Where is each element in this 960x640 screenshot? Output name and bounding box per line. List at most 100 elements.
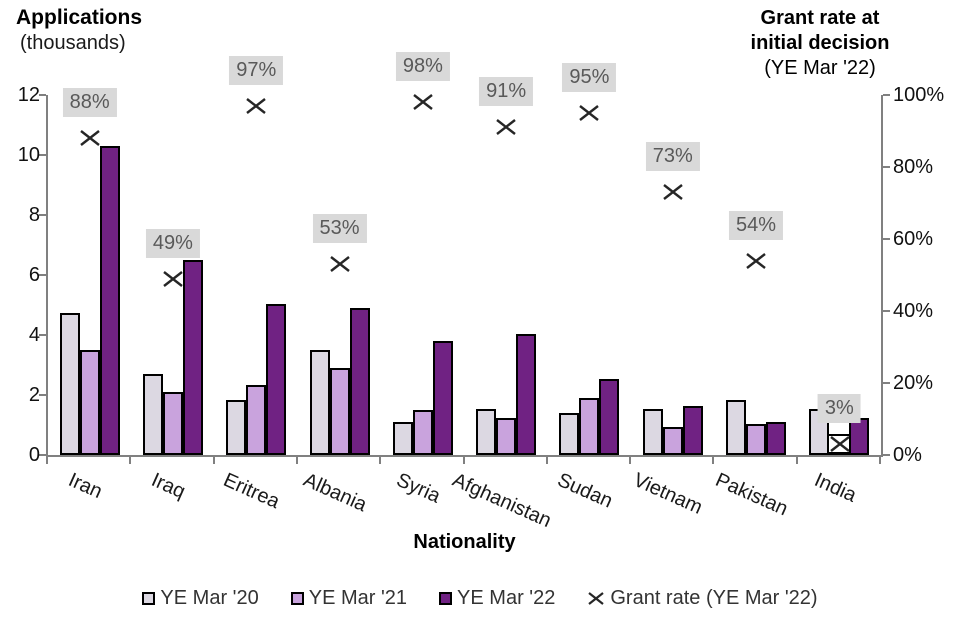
- grant-rate-label: 54%: [729, 210, 784, 240]
- y-axis-tick: [39, 214, 46, 216]
- x-axis-category-label: Vietnam: [630, 469, 707, 519]
- grant-rate-label: 95%: [562, 63, 617, 92]
- x-axis-category-label: Pakistan: [711, 469, 791, 521]
- bar-ye-mar-22: [99, 146, 120, 455]
- legend-item: YE Mar '21: [290, 587, 408, 610]
- x-axis-category-label: Albania: [299, 469, 370, 517]
- bar-ye-mar-21: [579, 398, 600, 455]
- bar-ye-mar-22: [516, 333, 537, 455]
- y-axis-tick: [39, 94, 46, 96]
- x-axis-tick: [795, 457, 798, 464]
- bar-ye-mar-21: [412, 410, 433, 455]
- x-axis-tick: [46, 457, 48, 464]
- bar-ye-mar-21: [246, 384, 267, 455]
- bar-ye-mar-21: [79, 350, 100, 455]
- secondary-y-axis-tick: [883, 454, 890, 456]
- bar-ye-mar-22: [182, 260, 203, 455]
- legend-label: YE Mar '20: [160, 587, 259, 609]
- right-axis-title-line3: (YE Mar '22): [764, 57, 876, 79]
- bar-ye-mar-22: [349, 308, 370, 455]
- bar-ye-mar-22: [766, 422, 787, 455]
- secondary-y-axis-tick-label: 60%: [893, 228, 934, 250]
- y-axis-tick-label: 10: [17, 144, 40, 166]
- x-marker-glyph: [588, 592, 605, 605]
- legend-item-grant-rate: Grant rate (YE Mar '22): [587, 587, 818, 610]
- bar-ye-mar-21: [162, 392, 183, 455]
- y-axis-tick-label: 6: [28, 264, 40, 286]
- left-axis-line: [46, 95, 48, 457]
- legend-item: YE Mar '22: [439, 587, 555, 610]
- grant-rate-marker: [827, 434, 852, 455]
- right-axis-title: Grant rate at initial decision (YE Mar '…: [700, 6, 940, 81]
- bar-ye-mar-20: [309, 350, 330, 455]
- grant-rate-marker: [78, 128, 102, 148]
- right-axis-line: [881, 95, 883, 457]
- bar-ye-mar-22: [432, 341, 453, 455]
- bar-ye-mar-21: [329, 368, 350, 455]
- grant-rate-label: 49%: [145, 228, 200, 258]
- left-axis-subtitle: (thousands): [20, 32, 126, 54]
- y-axis-tick: [39, 274, 46, 276]
- x-marker-glyph: [329, 256, 350, 273]
- x-axis-category-label: Iran: [65, 469, 106, 504]
- secondary-y-axis-tick-label: 20%: [893, 372, 934, 394]
- grant-rate-label: 53%: [312, 214, 367, 244]
- secondary-y-axis-tick-label: 40%: [893, 300, 934, 322]
- y-axis-tick: [39, 394, 46, 396]
- secondary-y-axis-tick: [883, 382, 890, 384]
- x-axis-tick: [879, 457, 881, 464]
- x-axis-tick: [212, 457, 215, 464]
- x-axis-category-label: Sudan: [554, 469, 616, 513]
- x-axis-category-label: Afghanistan: [448, 469, 555, 533]
- x-axis-tick: [462, 457, 465, 464]
- legend-label: YE Mar '22: [457, 587, 556, 609]
- secondary-y-axis-tick: [883, 310, 890, 312]
- x-marker-glyph: [413, 94, 433, 111]
- bar-ye-mar-21: [496, 417, 517, 455]
- legend-swatch: [290, 592, 304, 605]
- grant-rate-marker: [494, 117, 518, 137]
- bar-ye-mar-21: [746, 423, 767, 455]
- x-marker-glyph: [663, 184, 683, 201]
- bar-ye-mar-22: [682, 405, 703, 455]
- x-axis-category-label: India: [810, 469, 860, 507]
- x-axis-tick: [545, 457, 548, 464]
- grant-rate-label: 73%: [645, 142, 700, 172]
- x-axis-tick: [712, 457, 715, 464]
- y-axis-tick: [39, 454, 46, 456]
- x-axis-title: Nationality: [413, 531, 516, 553]
- legend-label: YE Mar '21: [308, 587, 408, 609]
- x-marker-glyph: [830, 436, 850, 453]
- bar-ye-mar-20: [559, 413, 580, 455]
- bar-ye-mar-20: [726, 399, 747, 455]
- bar-ye-mar-20: [59, 312, 80, 455]
- grant-rate-label: 3%: [817, 394, 861, 424]
- right-axis-title-line1: Grant rate at: [760, 7, 880, 29]
- grant-rate-marker: [744, 251, 768, 271]
- bar-ye-mar-20: [392, 422, 413, 455]
- secondary-y-axis-tick-label: 100%: [893, 84, 945, 106]
- x-marker-glyph: [496, 119, 516, 136]
- x-marker-glyph: [163, 270, 183, 287]
- x-axis-tick: [295, 457, 298, 464]
- y-axis-tick: [39, 334, 46, 336]
- grant-rate-label: 88%: [62, 88, 117, 118]
- right-axis-title-line2: initial decision: [750, 32, 890, 54]
- x-marker-glyph: [579, 105, 600, 121]
- grant-rate-marker: [661, 182, 685, 202]
- x-marker-glyph: [79, 130, 100, 147]
- secondary-y-axis-tick: [883, 94, 890, 96]
- bar-ye-mar-20: [142, 374, 163, 455]
- grant-rate-label: 91%: [479, 77, 534, 107]
- legend-item: YE Mar '20: [142, 587, 259, 610]
- x-axis-category-label: Eritrea: [220, 469, 284, 514]
- x-axis-category-label: Iraq: [148, 469, 189, 504]
- bar-ye-mar-20: [226, 399, 247, 455]
- y-axis-tick-label: 8: [28, 204, 40, 226]
- grant-rate-marker: [244, 96, 268, 116]
- x-axis-tick: [379, 457, 382, 464]
- x-axis-tick: [629, 457, 632, 464]
- secondary-y-axis-tick-label: 80%: [893, 156, 934, 178]
- secondary-y-axis-tick: [883, 238, 890, 240]
- x-marker-glyph: [746, 252, 766, 269]
